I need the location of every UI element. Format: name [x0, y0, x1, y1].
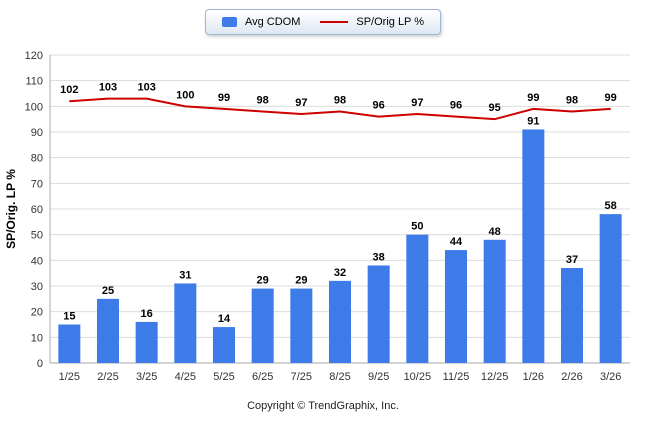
y-tick-label: 60 — [31, 204, 43, 216]
bar-value-label: 37 — [566, 254, 578, 266]
line-value-label: 99 — [218, 92, 230, 104]
y-tick-label: 30 — [31, 281, 43, 293]
chart-plot: 0 10 20 30 40 50 60 70 80 90 100 110 120 15 1/25 25 2/25… — [25, 50, 630, 383]
bar — [135, 321, 158, 363]
line-value-label: 98 — [334, 94, 346, 106]
bar-value-label: 31 — [179, 269, 191, 281]
line-value-label: 100 — [176, 89, 194, 101]
line-value-label: 97 — [295, 97, 307, 109]
bar-value-label: 29 — [295, 275, 307, 287]
x-tick-label: 4/25 — [175, 371, 196, 383]
bar — [445, 250, 467, 363]
x-tick-label: 2/25 — [97, 371, 118, 383]
bar-value-label: 15 — [63, 311, 75, 323]
line-value-label: 99 — [605, 92, 617, 104]
bar-value-label: 25 — [102, 285, 114, 297]
sp-orig-line — [69, 97, 611, 121]
bar-value-label: 16 — [141, 308, 153, 320]
bar — [251, 288, 274, 363]
legend-label-avg-cdom: Avg CDOM — [244, 16, 301, 28]
x-tick-label: 9/25 — [368, 371, 389, 383]
bar — [599, 214, 622, 363]
line-value-label: 96 — [373, 100, 385, 112]
bar-value-label: 58 — [605, 200, 617, 212]
x-tick-label: 8/25 — [329, 371, 350, 383]
x-tick-label: 3/25 — [136, 371, 157, 383]
line-value-label: 98 — [566, 94, 578, 106]
line-value-label: 96 — [450, 100, 462, 112]
x-tick-label: 3/26 — [600, 371, 621, 383]
y-tick-label: 10 — [31, 332, 43, 344]
bar-value-label: 38 — [373, 251, 385, 263]
line-value-label: 98 — [257, 94, 269, 106]
line-value-label: 99 — [527, 92, 539, 104]
y-axis-title: SP/Orig. LP % — [4, 169, 18, 249]
legend-row: Avg CDOM SP/Orig LP % — [0, 0, 646, 35]
y-tick-label: 20 — [31, 307, 43, 319]
line-value-label: 103 — [137, 82, 155, 94]
bar — [290, 288, 313, 363]
sp-orig-line-swatch — [320, 21, 349, 23]
legend-label-sp-orig-lp: SP/Orig LP % — [356, 16, 425, 28]
bar — [58, 324, 81, 363]
x-tick-label: 11/25 — [443, 371, 470, 383]
y-tick-label: 50 — [31, 230, 43, 242]
y-tick-label: 120 — [25, 50, 43, 62]
line-value-label: 97 — [411, 97, 423, 109]
bar-value-label: 48 — [489, 226, 501, 238]
y-tick-label: 90 — [31, 127, 43, 139]
y-tick-label: 40 — [31, 255, 43, 267]
x-tick-label: 2/26 — [561, 371, 582, 383]
legend: Avg CDOM SP/Orig LP % — [204, 9, 442, 35]
bar-value-label: 50 — [411, 221, 423, 233]
x-tick-label: 5/25 — [213, 371, 234, 383]
x-tick-label: 10/25 — [404, 371, 432, 383]
copyright: Copyright © TrendGraphix, Inc. — [247, 400, 399, 412]
x-tick-label: 1/25 — [59, 371, 80, 383]
bar — [483, 239, 506, 363]
bar — [522, 129, 545, 363]
y-tick-label: 110 — [25, 76, 43, 88]
y-tick-label: 0 — [37, 358, 43, 370]
y-tick-label: 70 — [31, 178, 43, 190]
bar — [367, 265, 390, 363]
line-value-label: 102 — [60, 84, 78, 96]
line-value-label: 95 — [489, 102, 501, 114]
bar-value-label: 14 — [218, 313, 231, 325]
bar-value-label: 44 — [450, 236, 463, 248]
bar — [406, 234, 429, 363]
bar-value-label: 29 — [257, 275, 269, 287]
y-tick-label: 80 — [31, 153, 43, 165]
bar — [329, 280, 351, 363]
bar-value-label: 32 — [334, 267, 346, 279]
bar — [174, 283, 197, 363]
bar — [561, 268, 583, 363]
bar-value-label: 91 — [527, 115, 539, 127]
bar — [213, 327, 235, 363]
x-tick-label: 12/25 — [481, 371, 509, 383]
bar — [97, 298, 119, 363]
line-value-label: 103 — [99, 82, 117, 94]
y-tick-label: 100 — [25, 101, 43, 113]
chart-area: SP/Orig. LP % 0 10 20 30 40 50 60 70 80 90 100 110 1… — [0, 41, 646, 398]
x-tick-label: 1/26 — [523, 371, 544, 383]
x-tick-label: 6/25 — [252, 371, 273, 383]
x-tick-label: 7/25 — [291, 371, 312, 383]
avg-cdom-swatch — [221, 17, 237, 27]
